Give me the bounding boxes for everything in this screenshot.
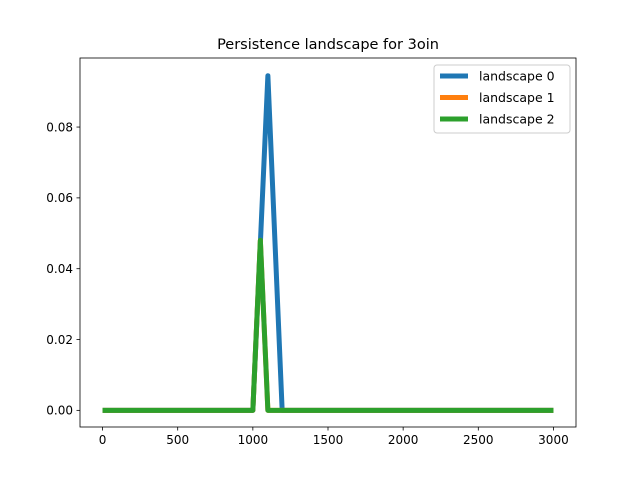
legend-label-landscape-0: landscape 0 [479, 69, 555, 84]
y-tick-label: 0.06 [46, 191, 73, 205]
y-tick-label: 0.02 [46, 333, 73, 347]
x-tick-label: 2500 [463, 433, 494, 447]
x-tick-label: 2000 [388, 433, 419, 447]
plot-lines [102, 73, 554, 413]
x-tick-label: 3000 [538, 433, 569, 447]
y-tick-label: 0.08 [46, 120, 73, 134]
y-tick-label: 0.04 [46, 262, 73, 276]
x-tick-label: 500 [166, 433, 189, 447]
x-tick-label: 1500 [313, 433, 344, 447]
y-tick-label: 0.00 [46, 404, 73, 418]
legend-label-landscape-2: landscape 2 [479, 112, 555, 127]
x-axis: 0 500 1000 1500 2000 2500 3000 [99, 427, 569, 447]
chart-title: Persistence landscape for 3oin [217, 37, 439, 53]
legend-label-landscape-1: landscape 1 [479, 90, 555, 105]
legend-box [433, 64, 571, 134]
series-line-landscape-2 [102, 237, 554, 413]
y-axis: 0.00 0.02 0.04 0.06 0.08 [46, 120, 80, 418]
legend: landscape 0 landscape 1 landscape 2 [433, 64, 571, 134]
x-tick-label: 0 [99, 433, 107, 447]
x-tick-label: 1000 [238, 433, 269, 447]
